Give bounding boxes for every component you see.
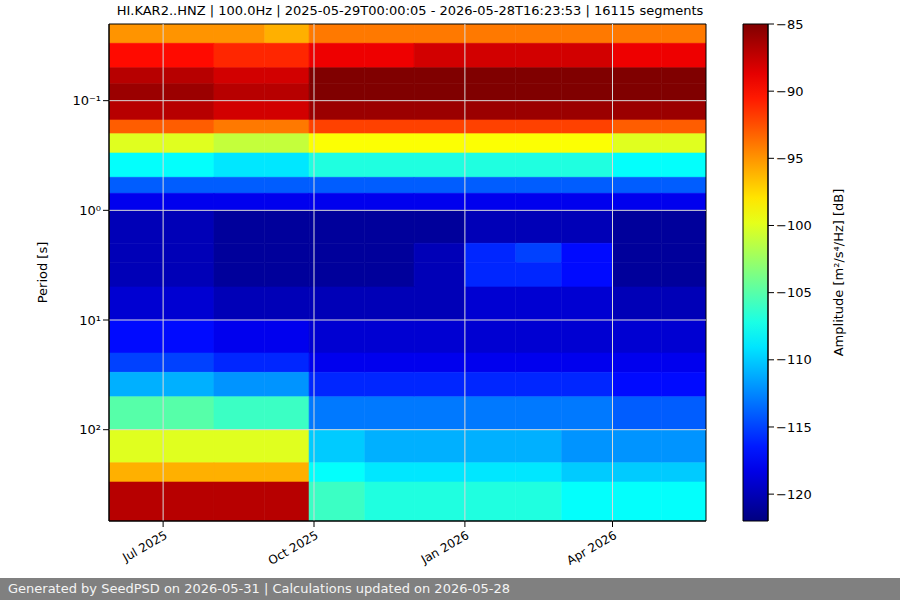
svg-text:−95: −95: [776, 151, 803, 166]
html-text:HI.KAR2..HNZ | 100.0Hz | 2025-: HI.KAR2..HNZ | 100.0Hz | 2025-05-29T00:0…: [116, 3, 704, 18]
svg-text:Amplitude [m²/s⁴/Hz] [dB]: Amplitude [m²/s⁴/Hz] [dB]: [831, 189, 846, 357]
svg-text:10¹: 10¹: [79, 313, 101, 328]
svg-text:−110: −110: [776, 352, 812, 367]
svg-text:Jul 2025: Jul 2025: [119, 528, 169, 565]
svg-text:−115: −115: [776, 420, 812, 435]
svg-text:−90: −90: [776, 84, 803, 99]
html-text:Generated by SeedPSD on 2026-0: Generated by SeedPSD on 2026-05-31 | Cal…: [8, 581, 510, 596]
svg-text:−100: −100: [776, 218, 812, 233]
svg-text:−85: −85: [776, 17, 803, 32]
svg-text:Period [s]: Period [s]: [35, 242, 50, 304]
svg-text:10⁻¹: 10⁻¹: [72, 93, 101, 108]
svg-text:Oct 2025: Oct 2025: [266, 528, 321, 568]
svg-text:Apr 2026: Apr 2026: [564, 528, 619, 568]
svg-text:−120: −120: [776, 487, 812, 502]
svg-text:−105: −105: [776, 285, 812, 300]
svg-text:Jan 2026: Jan 2026: [418, 528, 472, 567]
svg-text:10²: 10²: [79, 422, 101, 437]
svg-text:10⁰: 10⁰: [79, 203, 101, 218]
